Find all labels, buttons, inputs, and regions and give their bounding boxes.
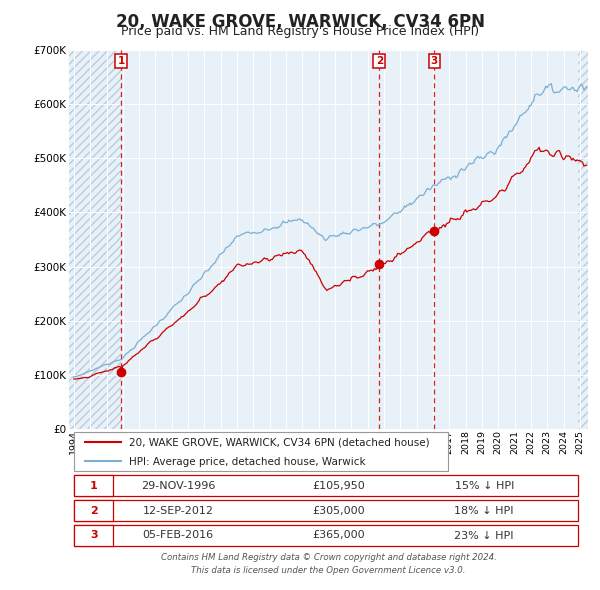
- Text: £365,000: £365,000: [313, 530, 365, 540]
- Text: 29-NOV-1996: 29-NOV-1996: [141, 480, 215, 490]
- Text: 23% ↓ HPI: 23% ↓ HPI: [454, 530, 514, 540]
- Text: 3: 3: [90, 530, 97, 540]
- Bar: [578, 50, 588, 429]
- Text: 2: 2: [90, 506, 98, 516]
- Bar: [74, 525, 113, 546]
- Text: 20, WAKE GROVE, WARWICK, CV34 6PN: 20, WAKE GROVE, WARWICK, CV34 6PN: [115, 13, 485, 31]
- Text: 05-FEB-2016: 05-FEB-2016: [142, 530, 214, 540]
- Bar: [74, 500, 578, 521]
- Bar: [74, 525, 578, 546]
- Text: Price paid vs. HM Land Registry's House Price Index (HPI): Price paid vs. HM Land Registry's House …: [121, 25, 479, 38]
- Text: 15% ↓ HPI: 15% ↓ HPI: [455, 480, 514, 490]
- Bar: [74, 500, 113, 521]
- Text: £105,950: £105,950: [313, 480, 365, 490]
- Text: 1: 1: [90, 480, 98, 490]
- FancyBboxPatch shape: [74, 432, 448, 471]
- Bar: [74, 476, 578, 496]
- Text: 12-SEP-2012: 12-SEP-2012: [142, 506, 214, 516]
- Text: 3: 3: [431, 56, 438, 66]
- Text: 2: 2: [376, 56, 383, 66]
- Text: HPI: Average price, detached house, Warwick: HPI: Average price, detached house, Warw…: [128, 457, 365, 467]
- Bar: [69, 50, 121, 429]
- Text: £305,000: £305,000: [313, 506, 365, 516]
- Text: 1: 1: [118, 56, 125, 66]
- Text: 20, WAKE GROVE, WARWICK, CV34 6PN (detached house): 20, WAKE GROVE, WARWICK, CV34 6PN (detac…: [128, 438, 430, 448]
- Bar: [74, 476, 113, 496]
- Text: Contains HM Land Registry data © Crown copyright and database right 2024.
This d: Contains HM Land Registry data © Crown c…: [161, 553, 496, 575]
- Text: 18% ↓ HPI: 18% ↓ HPI: [454, 506, 514, 516]
